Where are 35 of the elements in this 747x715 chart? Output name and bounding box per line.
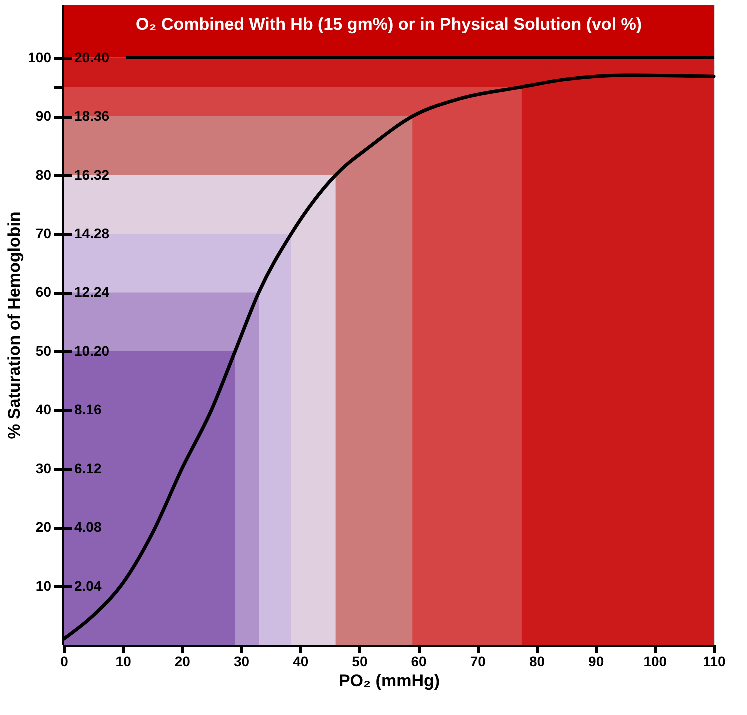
y2-tick-label: 16.32 [74,166,110,183]
y2-tick-label: 6.12 [74,460,102,476]
x-tick-label: 60 [411,654,428,670]
y-tick-label: 30 [36,460,52,476]
y-tick-label: 10 [36,578,52,594]
y-tick-label: 50 [36,342,52,359]
y-tick-label: 80 [36,166,52,183]
x-tick-label: 90 [588,654,604,670]
y-tick-label: 60 [36,284,52,300]
x-axis-title: PO₂ (mmHg) [338,672,440,690]
y2-tick-label: 18.36 [74,108,110,124]
x-tick-label: 110 [703,654,726,670]
x-tick-label: 20 [174,654,191,670]
x-tick-label: 80 [529,654,546,670]
text: O₂ Combined With Hb (15 gm%) or in Physical Solution (vol %) [136,15,642,34]
y-tick-label: 90 [36,108,52,124]
x-tick-label: 0 [60,654,69,670]
y2-tick-label: 2.04 [74,578,102,594]
y-tick-label: 40 [36,402,52,418]
y-tick-label: 70 [36,225,52,242]
x-tick-label: 40 [293,654,309,670]
x-tick-label: 50 [352,654,368,670]
y2-tick-label: 4.08 [74,519,102,536]
y2-tick-label: 20.40 [74,49,110,66]
x-tick-label: 10 [116,654,132,670]
y-tick-label: 20 [36,519,52,536]
x-tick-label: 30 [234,654,250,670]
y-tick-label: 100 [28,49,52,66]
y2-tick-label: 10.20 [74,342,110,359]
x-tick-label: 70 [470,654,486,670]
y2-tick-label: 8.16 [74,402,102,418]
x-tick-label: 100 [644,654,668,670]
y2-tick-label: 12.24 [74,284,110,300]
y2-tick-label: 14.28 [74,225,110,242]
y-axis-title: % Saturation of Hemoglobin [5,212,24,440]
